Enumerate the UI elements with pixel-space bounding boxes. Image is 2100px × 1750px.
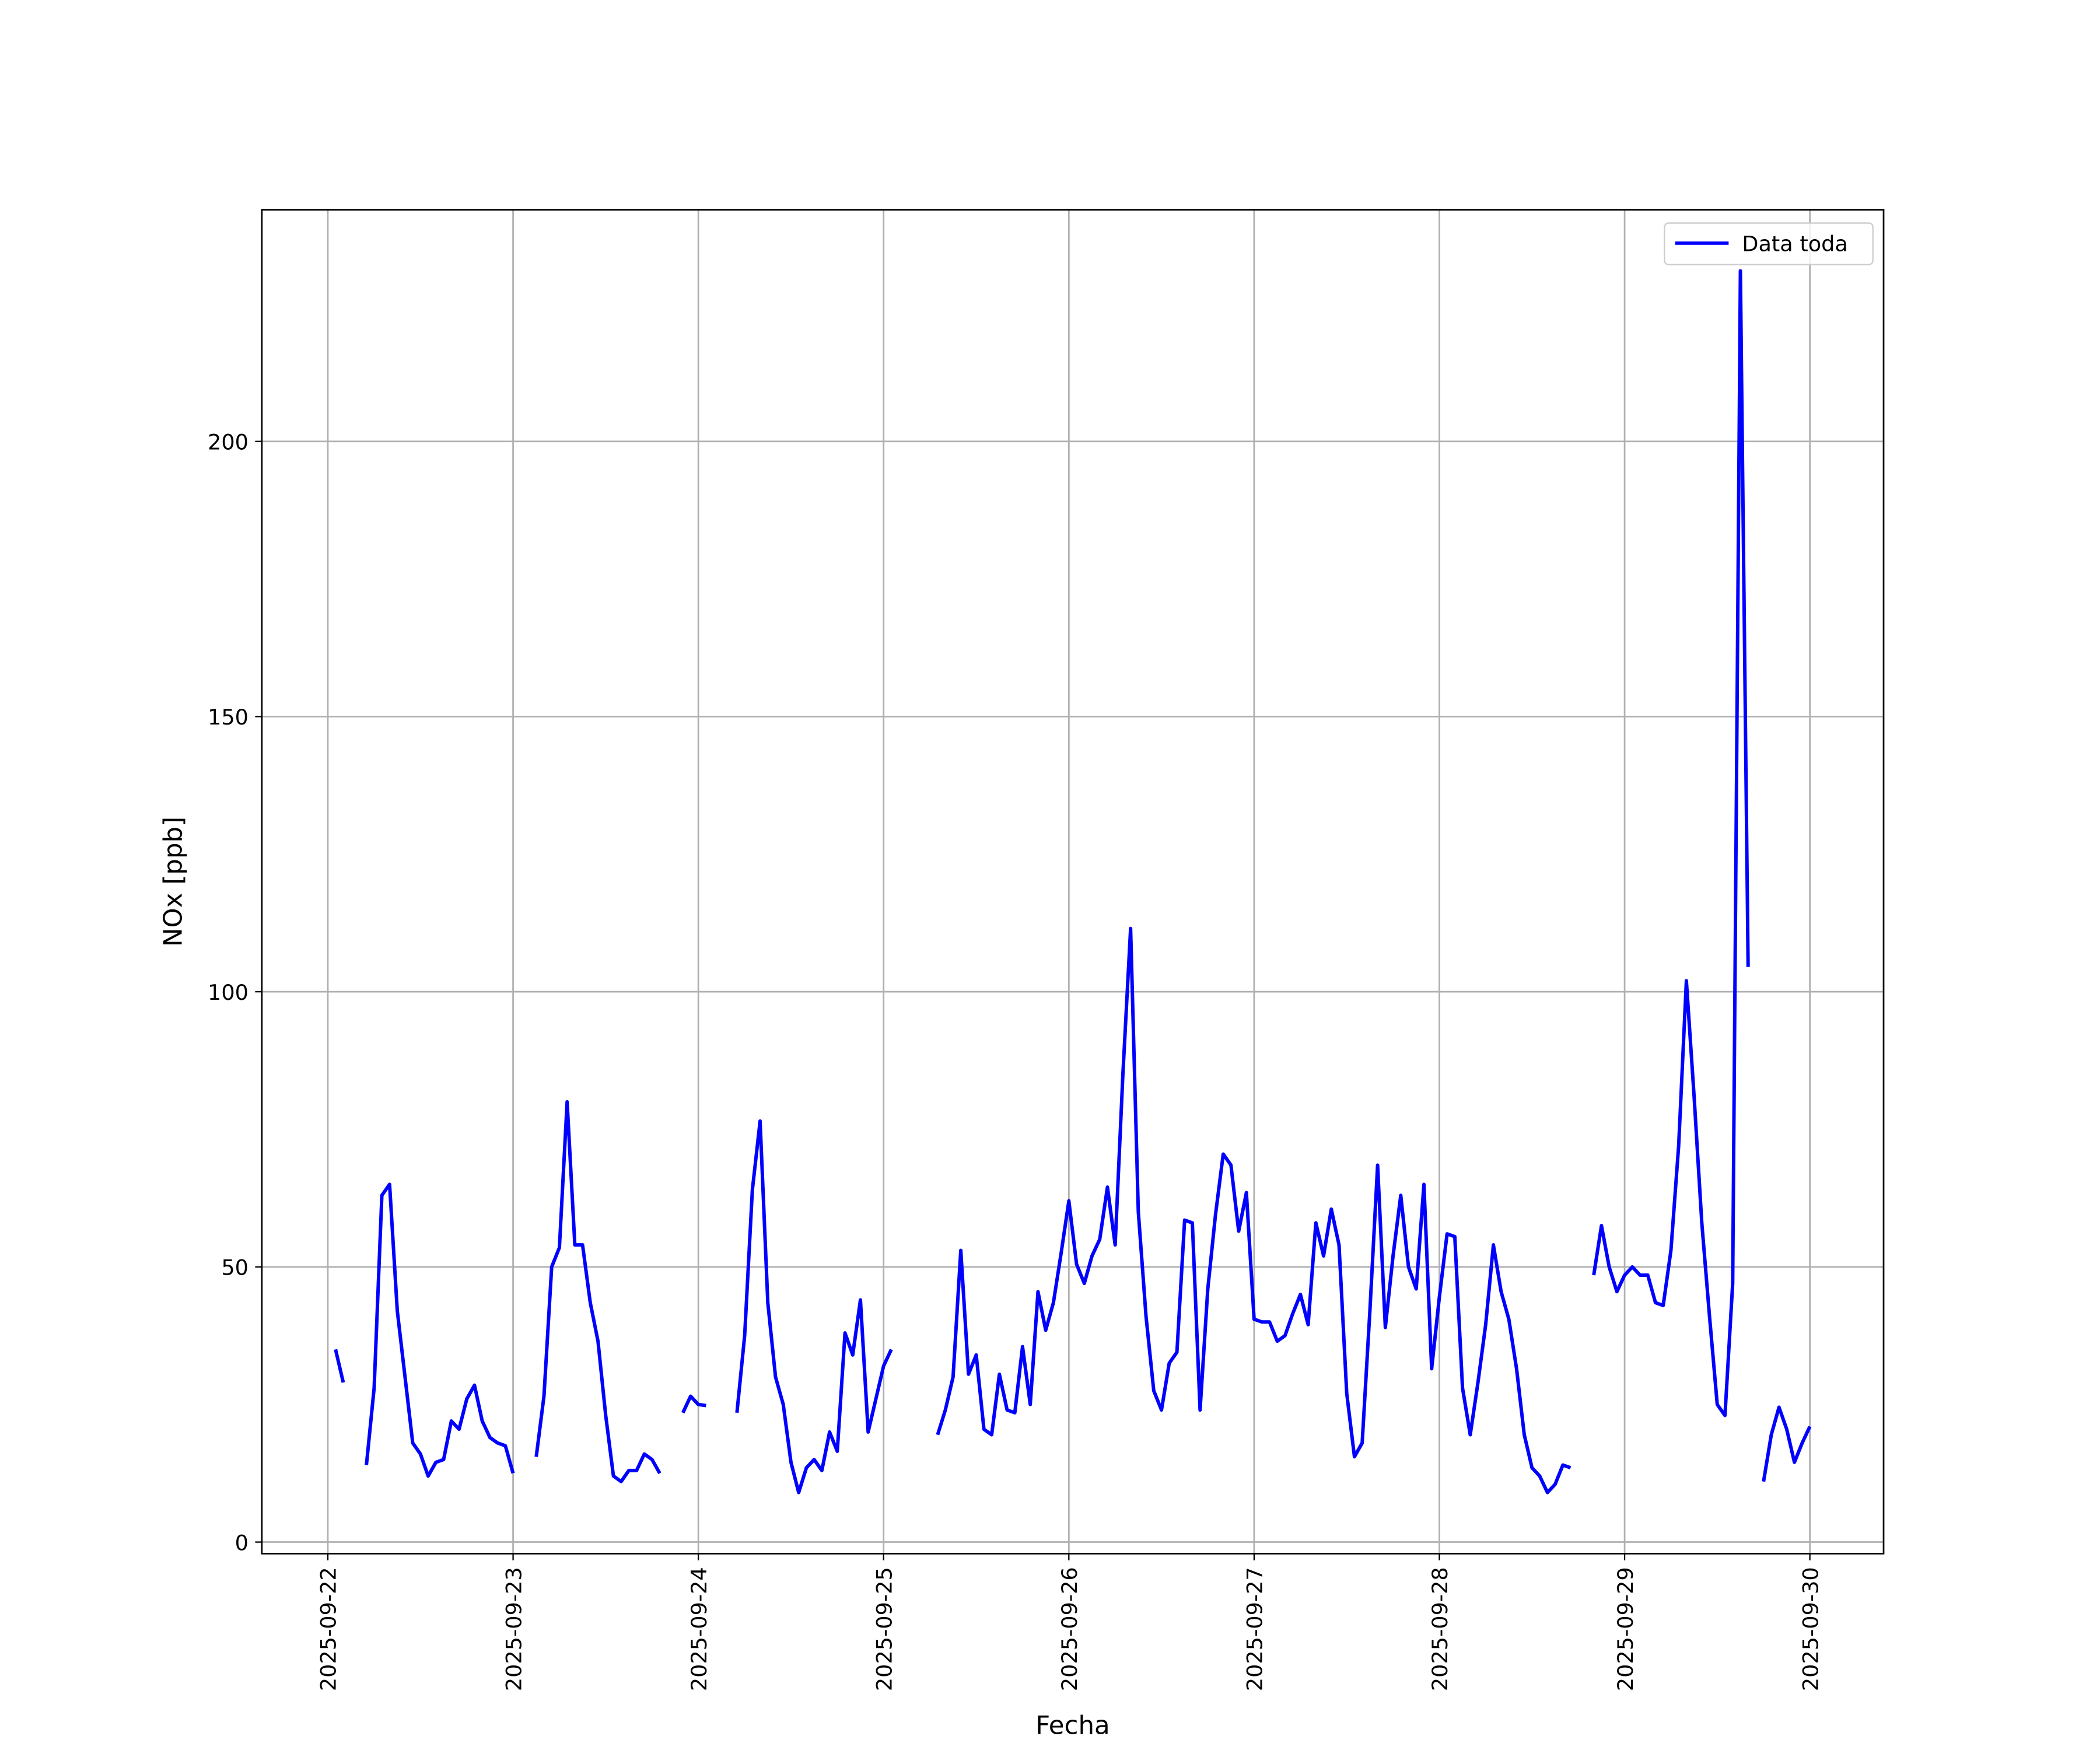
data-line — [334, 269, 1812, 1494]
x-tick-label: 2025-09-27 — [1242, 1567, 1268, 1691]
legend-label: Data toda — [1742, 232, 1848, 257]
x-tick-label: 2025-09-30 — [1798, 1567, 1823, 1691]
x-tick-label: 2025-09-24 — [687, 1567, 712, 1691]
y-axis-label: NOx [ppb] — [159, 817, 188, 947]
plot-frame — [261, 209, 1885, 1555]
legend-box — [1664, 222, 1874, 265]
y-tick-label: 150 — [208, 705, 249, 730]
y-tick-label: 100 — [208, 980, 249, 1005]
x-tick-label: 2025-09-23 — [501, 1567, 526, 1691]
x-tick-label: 2025-09-22 — [316, 1567, 341, 1691]
x-tick-label: 2025-09-25 — [872, 1567, 897, 1691]
x-tick-label: 2025-09-28 — [1427, 1567, 1452, 1691]
x-tick-label: 2025-09-29 — [1613, 1567, 1638, 1691]
x-axis-label: Fecha — [1035, 1712, 1110, 1741]
y-tick-label: 0 — [235, 1530, 249, 1555]
x-tick-label: 2025-09-26 — [1057, 1567, 1082, 1691]
y-tick-label: 50 — [221, 1255, 249, 1280]
y-tick-label: 200 — [208, 429, 249, 454]
